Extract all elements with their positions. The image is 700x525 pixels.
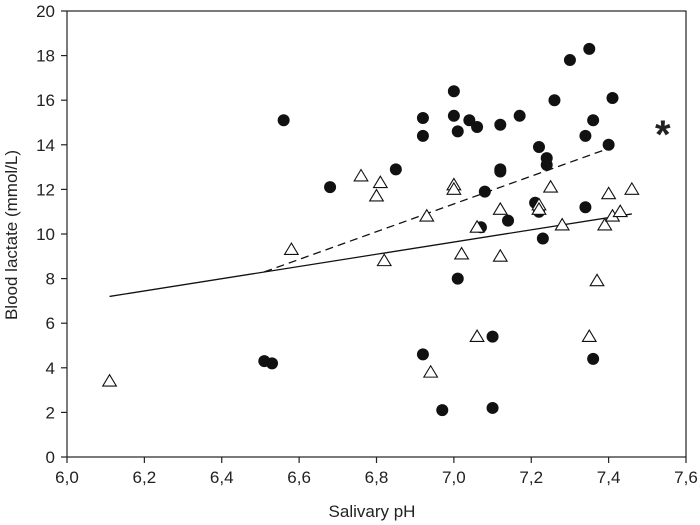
data-point-triangle bbox=[422, 364, 439, 378]
x-tick-label: 7,6 bbox=[674, 468, 698, 487]
y-tick-label: 20 bbox=[36, 2, 55, 21]
trendline-solid bbox=[109, 213, 632, 298]
x-tick-label: 7,2 bbox=[519, 468, 543, 487]
x-tick-label: 6,4 bbox=[210, 468, 234, 487]
data-point-triangle bbox=[353, 168, 369, 182]
data-point-circle bbox=[463, 114, 476, 127]
plot-area: 6,0 6,2 6,4 6,6 6,8 7,0 7,2 7,4 7,6 0 2 4 6 8 10 12 14 16… bbox=[36, 2, 698, 487]
data-point-triangle bbox=[492, 248, 509, 262]
data-point-circle bbox=[606, 91, 619, 104]
data-point-triangle bbox=[492, 201, 509, 215]
data-point-triangle bbox=[418, 208, 435, 222]
data-point-circle bbox=[494, 118, 507, 131]
data-point-circle bbox=[451, 272, 464, 285]
y-tick-label: 14 bbox=[36, 136, 55, 155]
data-point-circle bbox=[486, 330, 499, 343]
data-point-circle bbox=[447, 109, 460, 122]
y-tick-label: 16 bbox=[36, 91, 55, 110]
data-point-circle bbox=[451, 125, 464, 138]
data-point-circle bbox=[447, 85, 460, 98]
data-point-circle bbox=[324, 181, 337, 194]
x-axis-title: Salivary pH bbox=[329, 502, 416, 521]
y-tick-label: 18 bbox=[36, 47, 55, 66]
plot-frame bbox=[66, 10, 687, 458]
data-point-circle bbox=[478, 185, 491, 198]
data-point-circle bbox=[389, 163, 402, 176]
data-point-circle bbox=[471, 120, 484, 133]
data-point-triangle bbox=[469, 219, 485, 233]
data-point-triangle bbox=[624, 181, 640, 195]
data-point-triangle bbox=[283, 242, 300, 256]
data-point-circle bbox=[579, 201, 592, 214]
data-point-circle bbox=[416, 112, 429, 125]
data-point-triangle bbox=[596, 217, 613, 231]
data-point-circle bbox=[579, 129, 592, 142]
y-tick-label: 12 bbox=[36, 180, 55, 199]
x-tick-label: 6,2 bbox=[133, 468, 157, 487]
data-point-circle bbox=[266, 357, 279, 370]
data-point-circle bbox=[436, 404, 449, 417]
x-tick-label: 7,4 bbox=[597, 468, 621, 487]
data-point-circle bbox=[587, 352, 600, 365]
y-tick-label: 8 bbox=[46, 270, 55, 289]
data-point-triangle bbox=[101, 373, 118, 387]
data-point-circle bbox=[548, 94, 561, 107]
data-point-circle bbox=[536, 232, 549, 245]
y-axis-title: Blood lactate (mmol/L) bbox=[2, 150, 21, 320]
data-point-circle bbox=[532, 141, 545, 154]
data-point-circle bbox=[602, 138, 615, 151]
data-point-triangle bbox=[376, 253, 393, 267]
data-point-triangle bbox=[453, 246, 470, 260]
y-tick-label: 4 bbox=[46, 359, 55, 378]
x-tick-label: 6,6 bbox=[287, 468, 311, 487]
annotation-asterisk: * bbox=[655, 113, 671, 157]
data-point-circle bbox=[494, 165, 507, 178]
data-point-triangle bbox=[581, 329, 598, 343]
data-point-circle bbox=[416, 348, 429, 361]
data-point-circle bbox=[540, 158, 553, 171]
data-point-triangle bbox=[446, 181, 462, 195]
data-point-circle bbox=[416, 129, 429, 142]
data-point-triangle bbox=[600, 186, 617, 200]
data-point-circle bbox=[486, 401, 499, 414]
data-point-circle bbox=[502, 214, 515, 227]
data-point-circle bbox=[513, 109, 526, 122]
x-tick-label: 7,0 bbox=[442, 468, 466, 487]
x-tick-label: 6,8 bbox=[365, 468, 389, 487]
y-tick-label: 10 bbox=[36, 225, 55, 244]
data-point-triangle bbox=[542, 179, 559, 193]
data-point-circle bbox=[563, 54, 576, 67]
data-point-circle bbox=[587, 114, 600, 127]
data-point-triangle bbox=[372, 175, 389, 189]
data-point-triangle bbox=[612, 204, 629, 218]
data-point-circle bbox=[583, 42, 596, 55]
data-point-triangle bbox=[531, 201, 547, 215]
data-point-triangle bbox=[469, 329, 485, 343]
y-tick-label: 2 bbox=[46, 403, 55, 422]
trendline-dashed bbox=[264, 146, 613, 273]
data-point-triangle bbox=[589, 273, 605, 287]
x-tick-label: 6,0 bbox=[55, 468, 79, 487]
data-point-triangle bbox=[368, 188, 385, 202]
data-point-circle bbox=[277, 114, 290, 127]
y-tick-label: 6 bbox=[46, 314, 55, 333]
y-tick-label: 0 bbox=[46, 448, 55, 467]
data-point-triangle bbox=[554, 217, 570, 231]
